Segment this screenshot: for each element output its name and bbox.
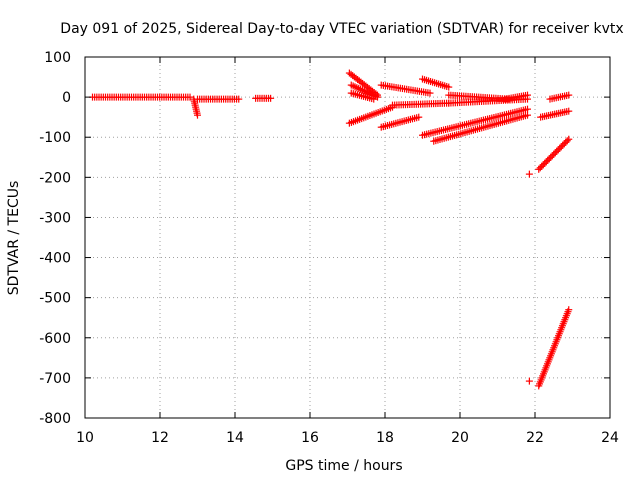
x-axis-label: GPS time / hours: [285, 458, 402, 474]
data-point: [536, 164, 544, 172]
data-point: [556, 144, 564, 152]
data-point: [194, 111, 201, 119]
data-point: [547, 153, 555, 161]
data-point: [560, 140, 568, 148]
data-point: [562, 138, 570, 146]
data-point: [557, 143, 565, 151]
data-point: [415, 113, 423, 121]
data-point: [525, 377, 533, 385]
x-tick-label: 22: [526, 430, 544, 446]
data-point: [524, 91, 531, 99]
data-point: [563, 137, 571, 145]
x-tick-label: 18: [376, 430, 394, 446]
y-tick-label: -300: [39, 210, 71, 226]
data-point: [565, 306, 573, 314]
axis-ticks: 10 12 14 16 18 20 22 24 100 0 -100 -200 -300 -400 -500…: [39, 50, 619, 446]
data-point: [445, 83, 453, 91]
data-point: [565, 91, 573, 99]
data-point: [565, 107, 573, 115]
data-point: [524, 111, 531, 119]
plot-frame: [84, 56, 611, 419]
y-tick-label: 100: [44, 50, 71, 66]
y-tick-label: -400: [39, 251, 71, 267]
data-point: [554, 146, 562, 154]
data-point: [374, 93, 381, 101]
data-point: [426, 89, 434, 97]
x-tick-label: 12: [151, 430, 169, 446]
data-point: [550, 150, 558, 158]
data-point: [553, 147, 561, 155]
chart-title: Day 091 of 2025, Sidereal Day-to-day VTE…: [60, 21, 623, 37]
x-tick-label: 14: [226, 430, 244, 446]
data-point: [559, 141, 567, 149]
data-point: [541, 159, 549, 167]
data-point: [525, 170, 533, 178]
y-tick-label: -600: [39, 331, 71, 347]
data-point: [544, 156, 552, 164]
y-tick-label: -200: [39, 170, 71, 186]
y-tick-label: 0: [62, 90, 71, 106]
data-point: [370, 95, 378, 103]
y-tick-label: -800: [39, 411, 71, 427]
data-point: [539, 161, 547, 169]
data-point: [538, 162, 546, 170]
data-points: [89, 69, 573, 390]
data-point: [542, 158, 550, 166]
data-point: [524, 105, 531, 113]
data-point: [535, 165, 543, 173]
x-tick-label: 24: [601, 430, 619, 446]
x-tick-label: 10: [76, 430, 94, 446]
data-point: [545, 155, 553, 163]
data-point: [267, 94, 275, 102]
y-tick-label: -100: [39, 130, 71, 146]
x-tick-label: 16: [301, 430, 319, 446]
data-point: [565, 135, 573, 143]
data-point: [235, 95, 243, 103]
x-tick-label: 20: [451, 430, 469, 446]
data-point: [551, 149, 559, 157]
data-point: [186, 93, 194, 101]
y-axis-label: SDTVAR / TECUs: [6, 181, 22, 296]
y-tick-label: -500: [39, 291, 71, 307]
grid-lines: [85, 57, 610, 418]
y-tick-label: -700: [39, 371, 71, 387]
data-point: [548, 152, 556, 160]
